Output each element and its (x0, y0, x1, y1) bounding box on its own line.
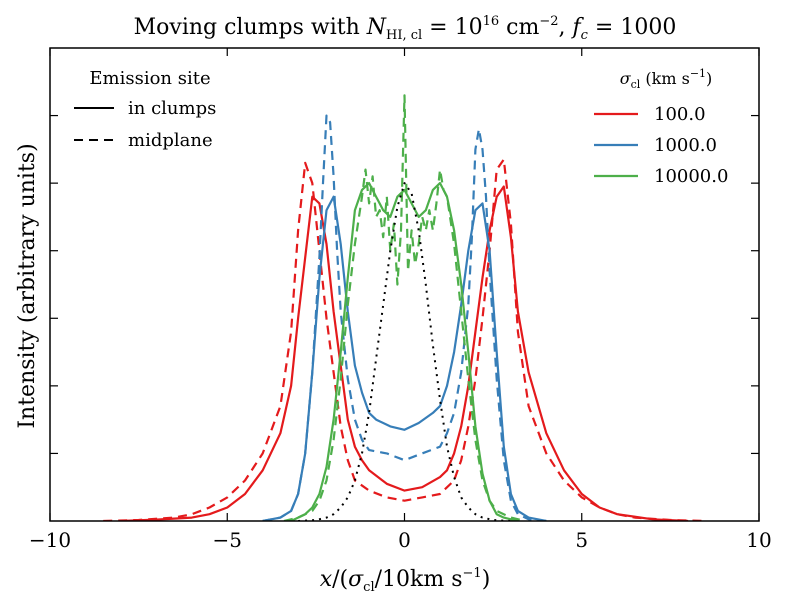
legend-sigma: σcl (km s−1) 100.0 1000.0 10000.0 (594, 67, 728, 187)
x-tick-label: 10 (746, 528, 771, 552)
legend-sigma-label: 10000.0 (654, 166, 728, 187)
x-tick-label: 0 (398, 528, 411, 552)
x-tick-label: −10 (29, 528, 71, 552)
ticks-layer: −10 −5 0 5 10 (29, 48, 772, 552)
series-line (262, 114, 547, 521)
legend-sigma-label: 1000.0 (654, 135, 717, 156)
legend-emission-title: Emission site (89, 68, 210, 89)
series-line (290, 182, 519, 521)
legend-sigma-label: 100.0 (654, 104, 706, 125)
series-line (298, 182, 511, 521)
x-axis-label: x/(σcl/10km s−1) (320, 566, 491, 595)
x-tick-label: 5 (575, 528, 588, 552)
legend-emission-label: midplane (128, 130, 213, 151)
series-line (103, 158, 706, 521)
y-axis-label: Intensity (arbitrary units) (15, 143, 40, 428)
series-layer (103, 94, 706, 521)
series-line (283, 94, 526, 521)
legend-emission-label: in clumps (128, 98, 216, 119)
series-line (262, 195, 547, 521)
series-line (120, 185, 689, 521)
chart-title: Moving clumps with NHI, cl = 1016 cm−2, … (134, 14, 677, 43)
legend-sigma-title: σcl (km s−1) (620, 67, 713, 91)
x-tick-label: −5 (213, 528, 242, 552)
legend-emission: Emission site in clumps midplane (74, 68, 216, 151)
